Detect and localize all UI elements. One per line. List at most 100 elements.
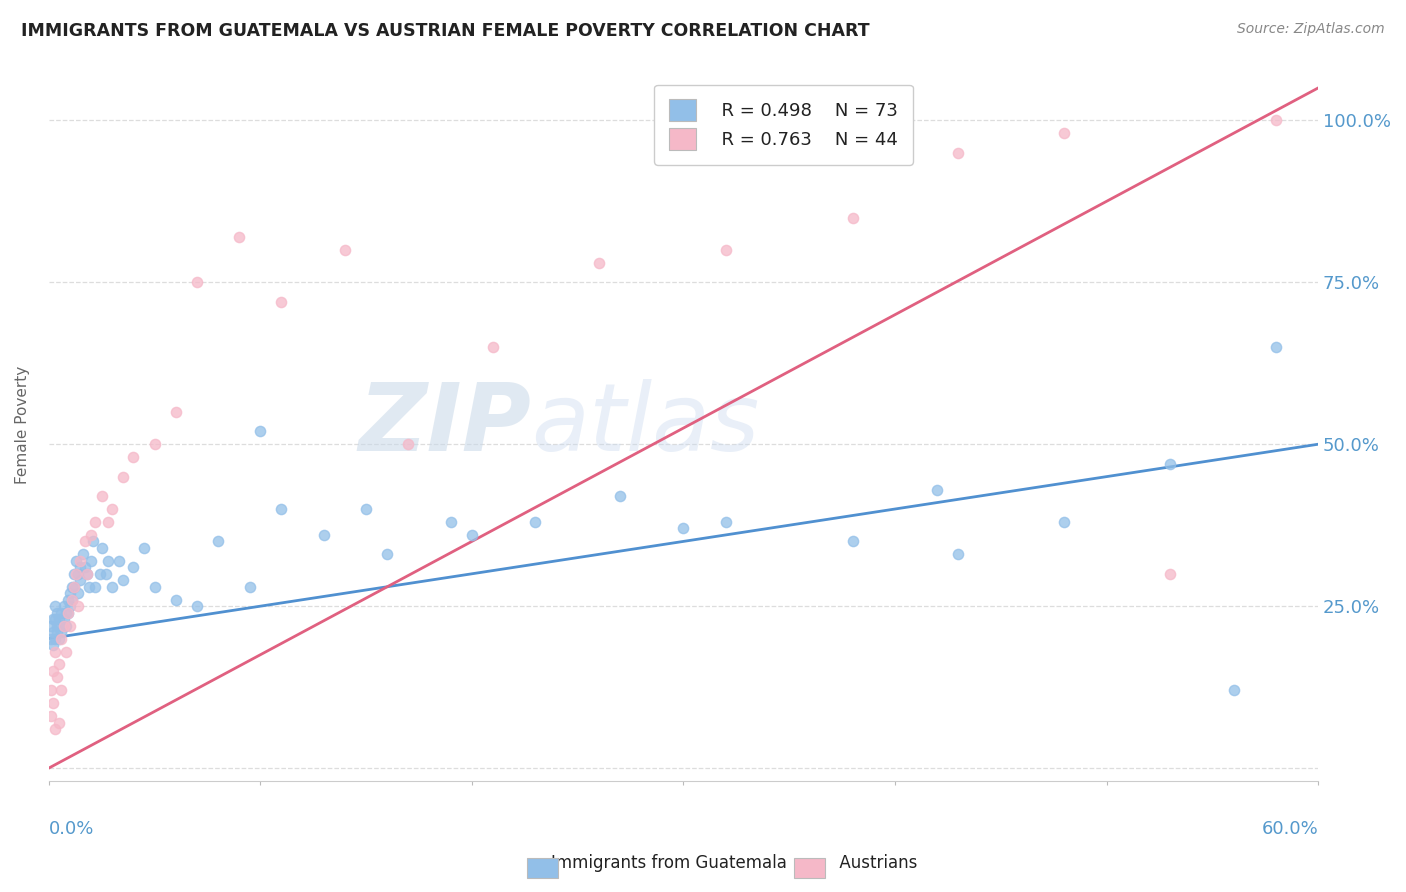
Point [101,502,124,516]
Point [186,599,208,614]
Point [65,554,87,568]
Text: Immigrants from Guatemala          Austrians: Immigrants from Guatemala Austrians [488,855,918,872]
Point [44,644,66,658]
Point [44,632,66,646]
Point [207,534,229,549]
Point [52,618,75,632]
Text: Source: ZipAtlas.com: Source: ZipAtlas.com [1237,22,1385,37]
Point [59,599,82,614]
Point [69,574,91,588]
Point [132,541,155,555]
Point [461,528,484,542]
Y-axis label: Female Poverty: Female Poverty [15,366,30,484]
Point [46,618,69,632]
Point [228,230,250,244]
Point [63,566,86,581]
Point [39,618,62,632]
Point [39,683,62,698]
Point [524,515,547,529]
Point [111,469,134,483]
Point [80,528,103,542]
Point [1264,113,1286,128]
Point [312,528,335,542]
Point [67,599,90,614]
Point [39,632,62,646]
Point [672,521,695,535]
Point [51,683,73,698]
Point [186,275,208,289]
Point [44,599,66,614]
Point [948,547,970,561]
Point [56,606,79,620]
Point [67,566,90,581]
Point [42,612,65,626]
Point [375,547,398,561]
Point [122,560,145,574]
Point [948,145,970,160]
Point [249,424,271,438]
Text: 60.0%: 60.0% [1261,821,1319,838]
Point [39,709,62,723]
Point [143,437,166,451]
Point [1053,126,1076,140]
Point [714,515,737,529]
Point [42,625,65,640]
Point [52,599,75,614]
Point [90,541,112,555]
Point [44,612,66,626]
Point [482,340,505,354]
Point [56,592,79,607]
Point [60,592,83,607]
Point [55,644,77,658]
Legend:   R = 0.498    N = 73,   R = 0.763    N = 44: R = 0.498 N = 73, R = 0.763 N = 44 [654,85,912,165]
Point [60,580,83,594]
Point [714,243,737,257]
Point [67,586,90,600]
Point [46,606,69,620]
Point [122,450,145,465]
Point [270,502,292,516]
Point [1053,515,1076,529]
Point [440,515,463,529]
Text: IMMIGRANTS FROM GUATEMALA VS AUSTRIAN FEMALE POVERTY CORRELATION CHART: IMMIGRANTS FROM GUATEMALA VS AUSTRIAN FE… [21,22,870,40]
Point [90,489,112,503]
Point [76,566,98,581]
Point [333,243,356,257]
Point [97,554,120,568]
Point [1264,340,1286,354]
Point [84,515,107,529]
Point [46,625,69,640]
Point [165,405,187,419]
Text: 0.0%: 0.0% [49,821,94,838]
Point [609,489,631,503]
Point [107,554,129,568]
Point [56,606,79,620]
Point [396,437,419,451]
Point [111,574,134,588]
Point [51,625,73,640]
Point [48,657,70,672]
Point [63,580,86,594]
Point [82,534,104,549]
Point [48,715,70,730]
Point [55,618,77,632]
Point [94,566,117,581]
Point [841,211,863,225]
Point [239,580,262,594]
Point [354,502,377,516]
Point [143,580,166,594]
Point [51,606,73,620]
Point [97,515,120,529]
Point [48,618,70,632]
Point [42,697,65,711]
Point [42,638,65,652]
Point [927,483,949,497]
Point [1159,457,1181,471]
Point [76,566,98,581]
Point [1159,566,1181,581]
Point [42,664,65,678]
Point [55,606,77,620]
Point [63,580,86,594]
Point [841,534,863,549]
Point [72,547,94,561]
